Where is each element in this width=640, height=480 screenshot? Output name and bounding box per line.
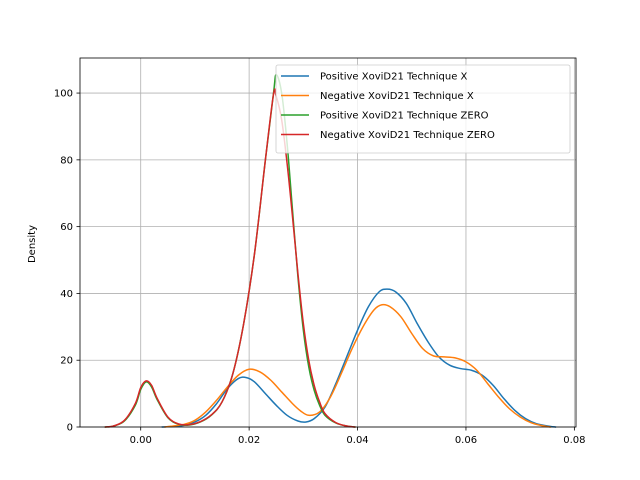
- legend-label: Negative XoviD21 Technique ZERO: [320, 130, 495, 141]
- legend-box: [275, 64, 571, 154]
- series-line-negative-xovid21-technique-x: [164, 303, 551, 428]
- y-tick-label: 80: [60, 155, 73, 166]
- x-tick-label: 0.06: [455, 435, 477, 446]
- y-tick-label: 40: [60, 289, 73, 300]
- series-line-negative-xovid21-technique-zero: [104, 88, 356, 428]
- y-tick-label: 20: [60, 356, 73, 367]
- x-axis-ticks: 0.00 0.02 0.04 0.06 0.08: [130, 427, 586, 446]
- x-tick-label: 0.04: [346, 435, 368, 446]
- plot-frame: [79, 57, 577, 428]
- y-tick-label: 100: [54, 89, 73, 100]
- x-tick-label: 0.08: [563, 435, 585, 446]
- y-axis-label: Density: [27, 225, 38, 263]
- series-line-positive-xovid21-technique-x: [161, 288, 557, 428]
- x-tick-label: 0.00: [130, 435, 152, 446]
- legend-label: Negative XoviD21 Technique X: [320, 91, 474, 102]
- legend-label: Positive XoviD21 Technique X: [320, 72, 468, 83]
- series-lines: [104, 73, 557, 428]
- y-tick-label: 0: [67, 423, 73, 434]
- y-tick-label: 60: [60, 222, 73, 233]
- x-tick-label: 0.02: [238, 435, 260, 446]
- legend-label: Positive XoviD21 Technique ZERO: [320, 111, 489, 122]
- y-axis-ticks: 0 20 40 60 80 100: [54, 89, 80, 434]
- legend: Positive XoviD21 Technique X Negative Xov…: [275, 64, 571, 154]
